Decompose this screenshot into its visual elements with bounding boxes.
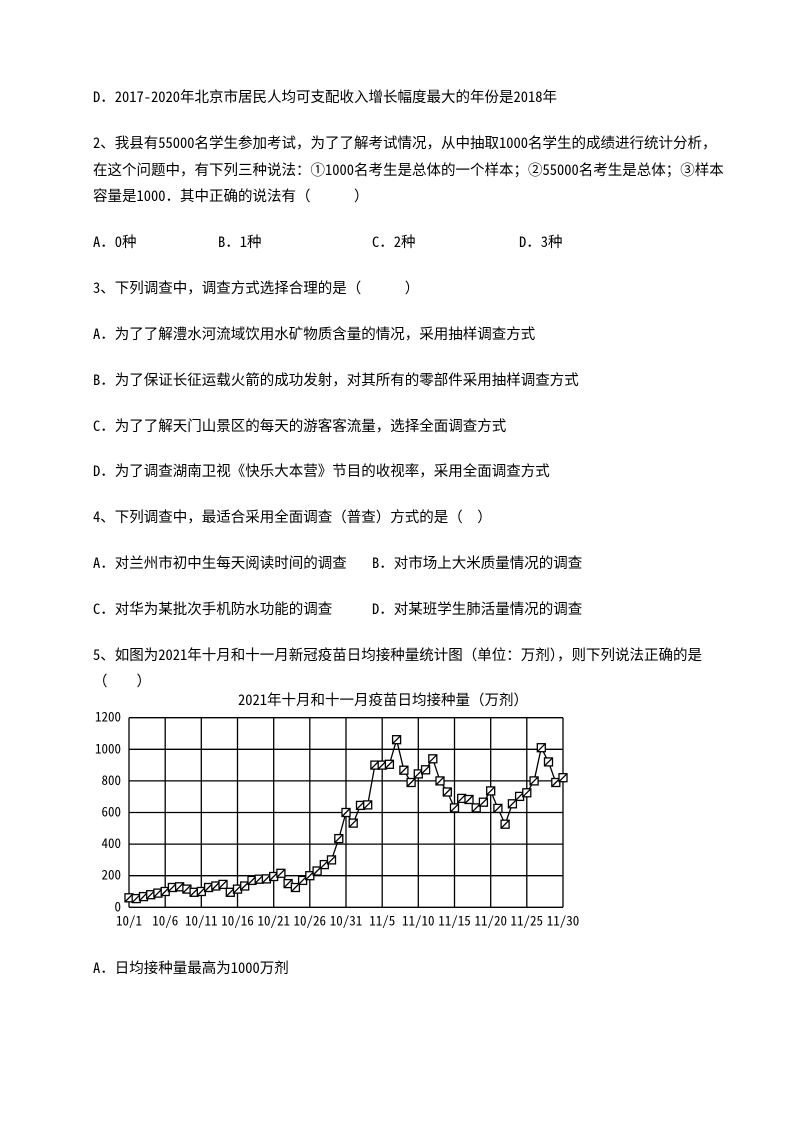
svg-text:11/20: 11/20 xyxy=(474,910,507,929)
svg-text:11/25: 11/25 xyxy=(511,910,544,929)
svg-text:11/5: 11/5 xyxy=(369,910,395,929)
svg-text:10/26: 10/26 xyxy=(294,910,327,929)
svg-text:10/21: 10/21 xyxy=(257,910,290,929)
svg-text:11/10: 11/10 xyxy=(402,910,435,929)
svg-text:1200: 1200 xyxy=(95,707,121,726)
svg-text:800: 800 xyxy=(102,770,122,789)
svg-text:1000: 1000 xyxy=(95,738,121,757)
svg-text:600: 600 xyxy=(102,802,122,821)
svg-text:11/30: 11/30 xyxy=(547,910,580,929)
svg-text:10/11: 10/11 xyxy=(185,910,218,929)
svg-text:10/16: 10/16 xyxy=(221,910,254,929)
svg-text:10/6: 10/6 xyxy=(152,910,178,929)
svg-text:2021年十月和十一月疫苗日均接种量（万剂）: 2021年十月和十一月疫苗日均接种量（万剂） xyxy=(238,689,528,710)
svg-text:200: 200 xyxy=(102,865,122,884)
svg-text:11/15: 11/15 xyxy=(438,910,471,929)
svg-text:10/31: 10/31 xyxy=(330,910,363,929)
svg-text:400: 400 xyxy=(102,833,122,852)
svg-text:10/1: 10/1 xyxy=(116,910,142,929)
